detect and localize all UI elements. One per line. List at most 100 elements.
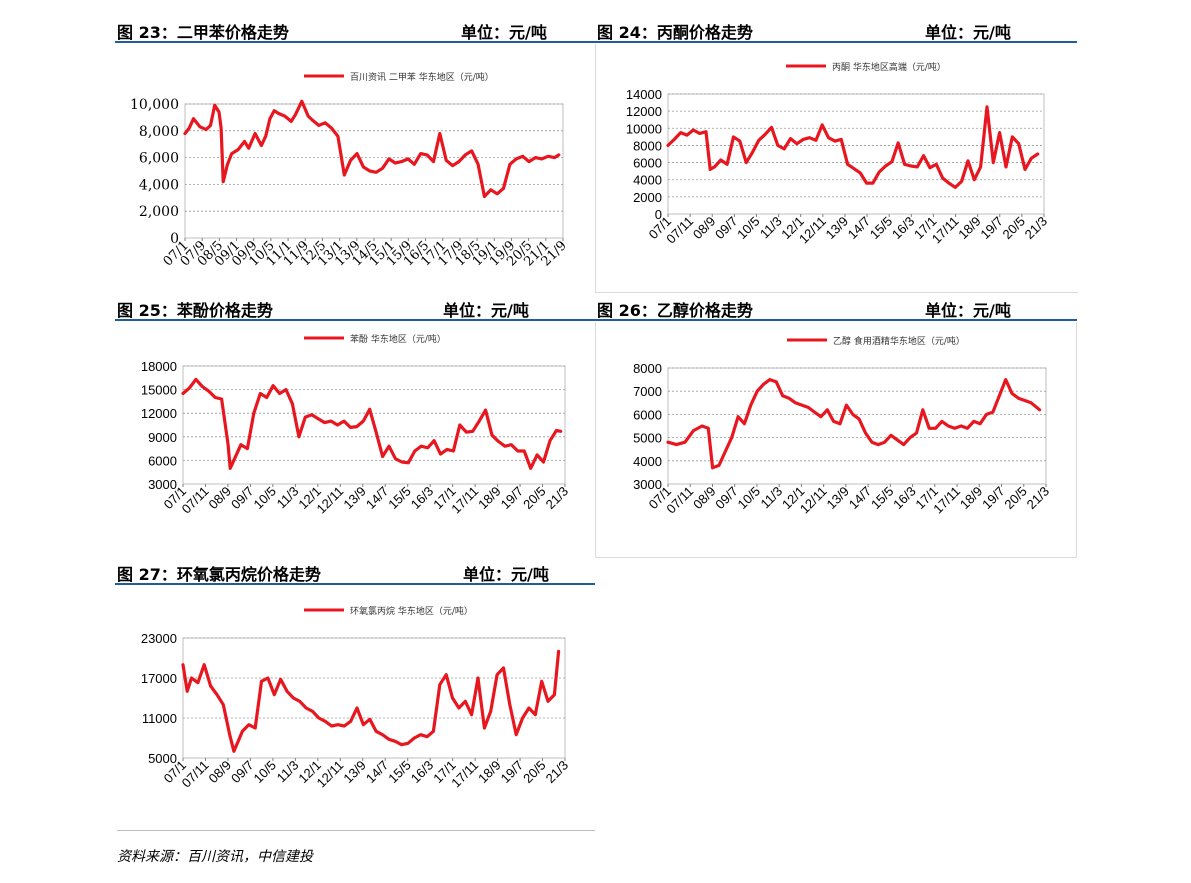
x-tick-label: 19/7: [979, 484, 1008, 513]
y-tick-label: 8,000: [139, 124, 179, 140]
chart-unit: 单位：元/吨: [925, 23, 1011, 42]
chart-title: 图 27：环氧氯丙烷价格走势: [117, 565, 321, 584]
x-tick-label: 09/7: [228, 484, 257, 513]
y-tick-label: 2000: [633, 190, 662, 205]
x-tick-label: 21/3: [543, 484, 572, 513]
x-tick-label: 13/9: [823, 484, 852, 513]
plot-area: [667, 367, 1047, 485]
x-tick-label: 21/3: [1024, 484, 1053, 513]
x-tick-label: 08/9: [690, 484, 719, 513]
y-tick-label: 9000: [148, 430, 177, 445]
line-chart: 百川资讯 二甲苯 华东地区（元/吨） 0 2,000 4,000 6,000 8,000 1…: [130, 71, 570, 269]
chart-header-2: 图 24：丙酮价格走势 单位：元/吨: [595, 19, 1077, 43]
line-chart: 乙醇 食用酒精华东地区（元/吨） 3000 4000 5000 6000 7000 8000…: [633, 335, 1053, 516]
chart-title: 图 25：苯酚价格走势: [117, 301, 273, 320]
y-tick-label: 2,000: [139, 204, 179, 220]
chart-title: 图 24：丙酮价格走势: [597, 23, 753, 42]
x-tick-label: 10/5: [734, 214, 763, 243]
x-tick-label: 18/9: [955, 214, 984, 243]
x-tick-label: 21/3: [543, 758, 572, 787]
x-tick-label: 19/7: [498, 758, 527, 787]
chart-header-5: 图 27：环氧氯丙烷价格走势 单位：元/吨: [115, 561, 595, 585]
y-tick-label: 3000: [633, 477, 662, 492]
x-tick-label: 16/3: [408, 758, 437, 787]
x-tick-label: 09/7: [712, 484, 741, 513]
line-chart: 苯酚 华东地区（元/吨） 3000 6000 9000 12000 15000 18000 0…: [141, 333, 572, 516]
legend-label: 丙酮 华东地区高端（元/吨）: [832, 61, 946, 73]
y-tick-label: 17000: [141, 671, 177, 686]
y-tick-label: 7000: [633, 384, 662, 399]
chart-unit: 单位：元/吨: [461, 23, 547, 42]
legend-label: 乙醇 食用酒精华东地区（元/吨）: [833, 335, 965, 347]
chart-panel-xylene: 百川资讯 二甲苯 华东地区（元/吨） 0 2,000 4,000 6,000 8,000 1…: [115, 44, 595, 296]
x-tick-label: 18/9: [957, 484, 986, 513]
y-tick-label: 6,000: [139, 151, 179, 167]
x-tick-label: 15/5: [385, 484, 414, 513]
y-tick-label: 4000: [633, 173, 662, 188]
x-tick-label: 11/3: [274, 758, 302, 786]
legend-label: 苯酚 华东地区（元/吨）: [350, 333, 446, 345]
source-divider: [117, 830, 595, 831]
series-line: [181, 377, 563, 470]
x-tick-label: 20/5: [520, 758, 549, 787]
chart-panel-ech: 环氧氯丙烷 华东地区（元/吨） 5000 11000 17000 23000 07/1 07…: [115, 586, 595, 828]
x-tick-label: 11/3: [274, 484, 302, 512]
x-tick-label: 21/3: [1022, 214, 1051, 243]
chart-unit: 单位：元/吨: [463, 565, 549, 584]
y-tick-label: 3000: [148, 477, 177, 492]
x-tick-label: 16/3: [889, 214, 918, 243]
x-tick-label: 13/9: [340, 484, 369, 513]
series-line: [666, 105, 1040, 189]
y-tick-label: 5000: [148, 751, 177, 766]
chart-header-4: 图 26：乙醇价格走势 单位：元/吨: [595, 297, 1077, 321]
series-line: [666, 377, 1042, 470]
y-tick-label: 8000: [633, 361, 662, 376]
legend-label: 百川资讯 二甲苯 华东地区（元/吨）: [350, 71, 494, 83]
x-tick-label: 10/5: [250, 484, 279, 513]
x-tick-label: 15/5: [867, 214, 896, 243]
y-tick-label: 6000: [148, 453, 177, 468]
chart-title: 图 26：乙醇价格走势: [597, 301, 753, 320]
x-tick-label: 19/7: [498, 484, 527, 513]
x-tick-label: 16/3: [890, 484, 919, 513]
y-tick-label: 18000: [141, 359, 177, 374]
chart-title: 图 23：二甲苯价格走势: [117, 23, 289, 42]
chart-panel-acetone: 丙酮 华东地区高端（元/吨） 0 2000 4000 6000 8000 10000 1200…: [595, 44, 1078, 293]
y-tick-label: 10000: [626, 121, 662, 136]
y-tick-label: 8000: [633, 138, 662, 153]
x-tick-label: 11/3: [757, 214, 785, 242]
x-tick-label: 14/7: [363, 484, 392, 513]
y-tick-label: 0: [655, 207, 662, 222]
x-tick-label: 15/5: [868, 484, 897, 513]
x-tick-label: 13/9: [340, 758, 369, 787]
plot-area: [182, 637, 566, 759]
y-tick-label: 15000: [141, 383, 177, 398]
y-tick-label: 10,000: [130, 97, 179, 113]
x-tick-label: 08/9: [690, 214, 719, 243]
series-line: [183, 99, 561, 199]
x-tick-label: 14/7: [846, 484, 875, 513]
y-tick-label: 0: [170, 231, 179, 247]
y-tick-label: 6000: [633, 407, 662, 422]
chart-unit: 单位：元/吨: [443, 301, 529, 320]
y-tick-label: 4,000: [139, 177, 179, 193]
x-tick-label: 08/9: [206, 484, 235, 513]
x-tick-label: 16/3: [408, 484, 437, 513]
x-tick-label: 15/5: [385, 758, 414, 787]
legend-label: 环氧氯丙烷 华东地区（元/吨）: [350, 605, 473, 617]
y-tick-label: 12000: [626, 104, 662, 119]
x-tick-label: 18/9: [475, 484, 504, 513]
x-tick-label: 08/9: [206, 758, 235, 787]
y-tick-label: 4000: [633, 454, 662, 469]
chart-panel-phenol: 苯酚 华东地区（元/吨） 3000 6000 9000 12000 15000 18000 0…: [115, 322, 595, 558]
x-tick-label: 20/5: [1001, 484, 1030, 513]
chart-panel-ethanol: 乙醇 食用酒精华东地区（元/吨） 3000 4000 5000 6000 7000 8000…: [595, 322, 1077, 558]
y-tick-label: 5000: [633, 431, 662, 446]
x-tick-label: 20/5: [999, 214, 1028, 243]
x-tick-label: 19/7: [977, 214, 1006, 243]
y-tick-label: 11000: [142, 711, 177, 726]
x-tick-label: 14/7: [363, 758, 392, 787]
chart-unit: 单位：元/吨: [925, 301, 1011, 320]
x-tick-label: 09/7: [712, 214, 741, 243]
y-tick-label: 23000: [141, 631, 177, 646]
